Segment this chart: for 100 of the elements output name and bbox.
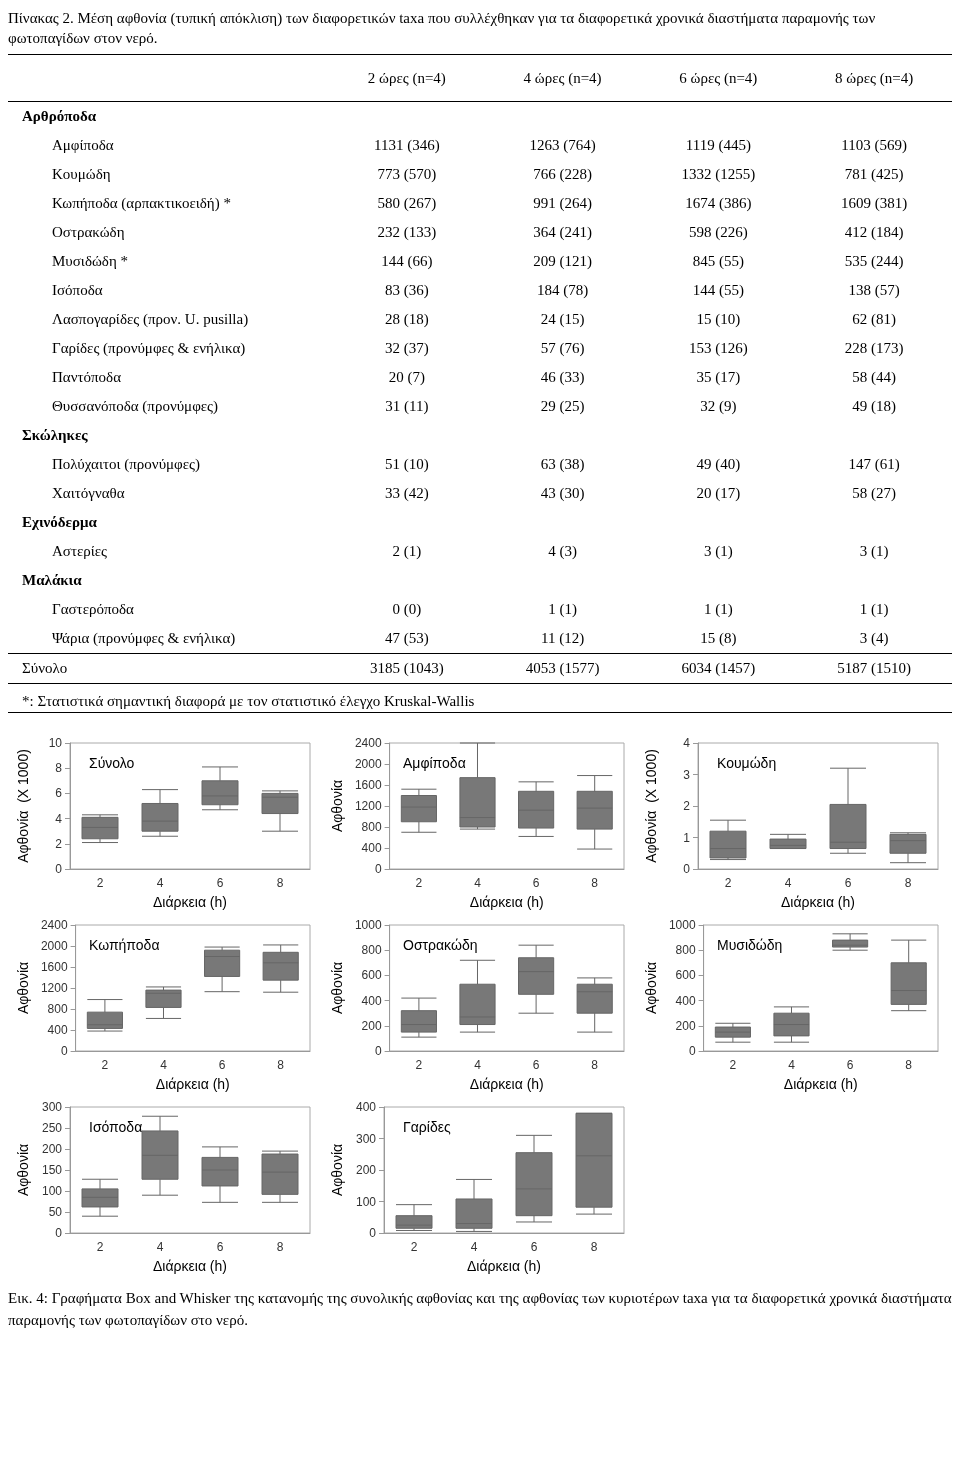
- text: 3 (1): [859, 543, 889, 559]
- category-label: Σκώληκες: [22, 427, 88, 443]
- y-tick-label: 1200: [354, 799, 382, 813]
- text: 147 (61): [848, 456, 900, 472]
- text: 580 (267): [377, 195, 437, 211]
- x-tick-label: 8: [905, 1058, 913, 1072]
- x-tick-label: 6: [844, 876, 852, 890]
- x-tick-label: 6: [532, 876, 540, 890]
- y-tick-label: 2: [55, 836, 63, 851]
- category-label: Παντόποδα: [52, 369, 122, 385]
- x-axis-title: Διάρκεια (h): [781, 894, 855, 910]
- x-tick-label: 2: [96, 876, 104, 890]
- text: 5187 (1510): [837, 660, 911, 676]
- y-tick-label: 0: [55, 862, 63, 876]
- text: 4 (3): [548, 543, 577, 559]
- x-tick-label: 6: [216, 1240, 224, 1254]
- text: 20 (7): [388, 369, 425, 385]
- y-tick-label: 2000: [40, 939, 68, 953]
- text: 138 (57): [848, 282, 900, 298]
- text: 3 (1): [703, 543, 733, 559]
- text: 58 (27): [852, 485, 896, 501]
- x-tick-label: 4: [156, 1240, 164, 1254]
- text: 83 (36): [384, 282, 429, 298]
- y-axis-title: Αφθονία: [15, 961, 31, 1015]
- y-tick-label: 800: [675, 943, 696, 958]
- y-tick-label: 0: [374, 1044, 382, 1058]
- category-label: 4 ώρες (n=4): [522, 68, 603, 88]
- text: 1674 (386): [685, 195, 752, 211]
- y-tick-label: 2000: [354, 757, 382, 771]
- text: 535 (244): [844, 253, 904, 269]
- text: 28 (18): [384, 311, 429, 327]
- x-tick-label: 6: [218, 1058, 226, 1072]
- text: 184 (78): [536, 282, 589, 298]
- y-tick-label: 800: [47, 1002, 68, 1016]
- x-tick-label: 8: [590, 1240, 598, 1254]
- y-tick-label: 2: [683, 799, 691, 813]
- category-label: 8 ώρες (n=4): [834, 68, 915, 88]
- x-tick-label: 2: [415, 1058, 423, 1072]
- x-tick-label: 8: [276, 876, 284, 890]
- text: 57 (76): [540, 340, 585, 356]
- text: 991 (264): [533, 195, 592, 211]
- text: Εικ. 4: Γραφήματα Box and Whisker της κατανομής της συνολικής αφθονίας και της αφθονίας των κυριοτέρων taxa για τα διαφορετικά χρονικά διαστήματα παραμονής των φωτοπαγίδων στο νερό.: [8, 1289, 952, 1330]
- category-label: Αμφίποδα: [52, 137, 114, 153]
- text: 144 (55): [692, 282, 744, 298]
- y-axis-title: Αφθονία (X 1000): [643, 749, 659, 863]
- y-tick-label: 400: [361, 993, 382, 1008]
- x-tick-label: 4: [160, 1058, 168, 1072]
- text: Αμφίποδα: [403, 755, 466, 771]
- x-tick-label: 2: [729, 1058, 737, 1072]
- category-label: Γαρίδες (προνύμφες & ενήλικα): [52, 340, 246, 356]
- category-label: Αστερίες: [52, 543, 108, 559]
- text: *: Στατιστικά σημαντική διαφορά με τον στατιστικό έλεγχο Kruskal-Wallis: [8, 690, 952, 713]
- x-tick-label: 8: [277, 1058, 285, 1072]
- text: Γαρίδες: [403, 1119, 451, 1135]
- y-tick-label: 200: [361, 1018, 382, 1033]
- text: 3 (4): [859, 630, 889, 646]
- text: Κωπήποδα: [89, 937, 160, 953]
- y-tick-label: 6: [55, 786, 63, 801]
- text: Μυσιδώδη: [717, 937, 783, 953]
- x-axis-title: Διάρκεια (h): [469, 894, 544, 910]
- text: 1609 (381): [840, 195, 908, 211]
- category-label: Σύνολο: [22, 660, 68, 676]
- text: 1103 (569): [841, 137, 907, 153]
- text: 1 (1): [703, 601, 733, 617]
- text: 11 (12): [540, 630, 585, 646]
- text: 1 (1): [548, 601, 577, 617]
- y-tick-label: 100: [41, 1184, 63, 1198]
- text: 63 (38): [540, 456, 585, 472]
- y-tick-label: 600: [675, 968, 696, 983]
- y-tick-label: 1600: [40, 960, 68, 974]
- text: 1131 (346): [373, 137, 440, 153]
- text: Σύνολο: [89, 755, 135, 771]
- y-tick-label: 200: [41, 1142, 63, 1156]
- text: 209 (121): [533, 253, 592, 269]
- text: 2 (1): [392, 543, 422, 559]
- x-axis-title: Διάρκεια (h): [153, 894, 227, 910]
- text: 364 (241): [533, 224, 592, 240]
- text: 15 (10): [696, 311, 741, 327]
- x-tick-label: 4: [470, 1240, 478, 1254]
- text: 31 (11): [385, 398, 429, 414]
- category-label: Μαλάκια: [22, 572, 82, 588]
- x-tick-label: 6: [216, 876, 224, 890]
- x-tick-label: 4: [788, 1058, 796, 1072]
- category-label: Θυσσανόποδα (προνύμφες): [52, 398, 219, 414]
- y-axis-title: Αφθονία: [329, 961, 345, 1015]
- x-tick-label: 8: [904, 876, 912, 890]
- text: 62 (81): [852, 311, 896, 327]
- y-tick-label: 400: [47, 1023, 68, 1037]
- y-axis-title: Αφθονία: [329, 779, 345, 833]
- y-tick-label: 0: [683, 862, 691, 876]
- text: 43 (30): [540, 485, 585, 501]
- y-tick-label: 200: [675, 1018, 696, 1033]
- y-tick-label: 0: [369, 1226, 377, 1240]
- y-tick-label: 1200: [40, 981, 68, 995]
- x-tick-label: 6: [530, 1240, 538, 1254]
- text: 1332 (1255): [681, 166, 756, 182]
- text: 49 (18): [852, 398, 896, 414]
- text: 0 (0): [392, 601, 422, 617]
- x-tick-label: 4: [474, 876, 482, 890]
- y-tick-label: 250: [41, 1121, 63, 1135]
